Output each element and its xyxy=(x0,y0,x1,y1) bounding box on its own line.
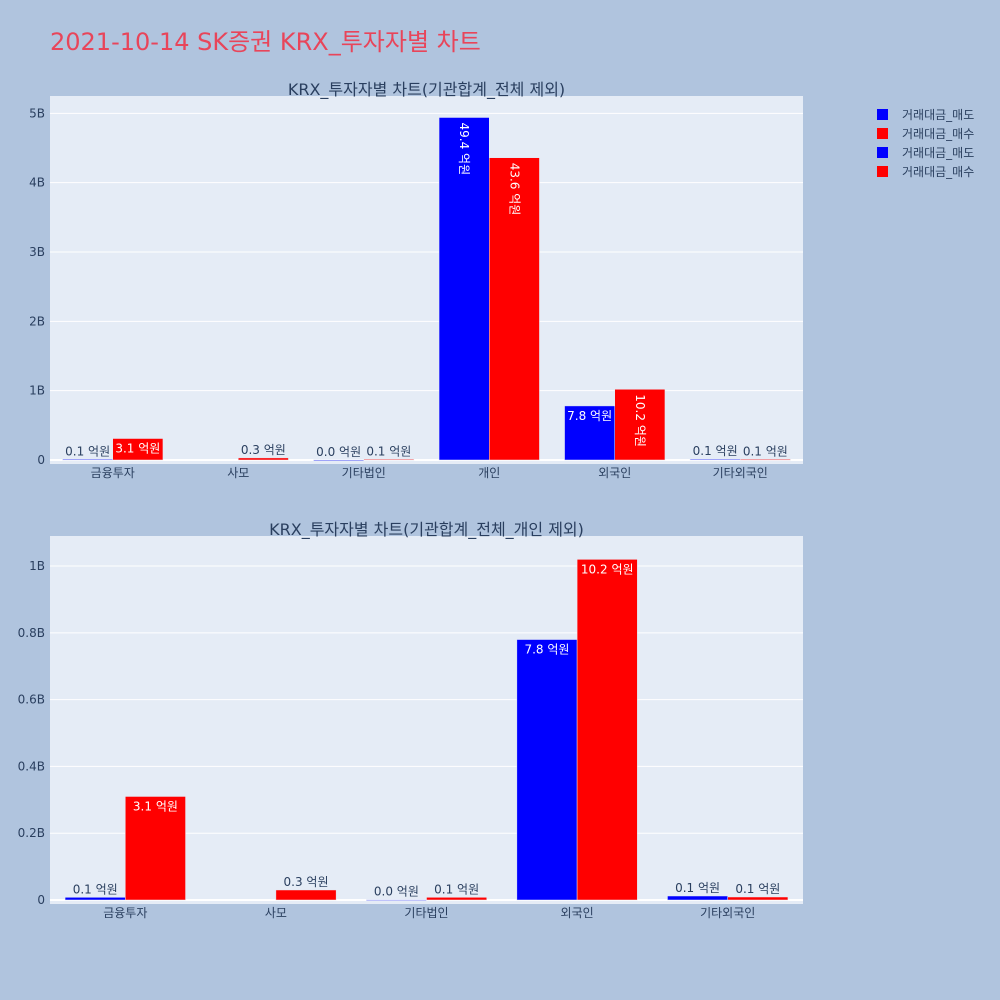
bar-sell xyxy=(366,899,427,901)
bar-label: 3.1 억원 xyxy=(133,799,178,813)
x-tick-label: 사모 xyxy=(265,906,287,920)
bar-label: 49.4 억원 xyxy=(457,122,471,175)
bar-label: 0.1 억원 xyxy=(743,444,788,458)
bar-label: 0.3 억원 xyxy=(241,443,286,457)
x-tick-label: 사모 xyxy=(227,466,249,480)
legend-item-label: 거래대금_매수 xyxy=(902,127,974,141)
bar-sell xyxy=(313,459,364,461)
chart-title: KRX_투자자별 차트(기관합계_전체 제외) xyxy=(288,80,565,100)
bar-label: 0.1 억원 xyxy=(434,882,479,896)
x-tick-label: 기타법인 xyxy=(342,466,386,480)
y-tick-label: 1B xyxy=(29,384,45,398)
chart-1: 0 1B 2B 3B 4B 5B KRX_투자자별 차트(기관합계_전체 제외) 금융투자 0.… xyxy=(29,80,803,480)
bar-sell xyxy=(516,639,578,901)
y-tick-label: 0.8B xyxy=(18,626,45,640)
x-tick-label: 외국인 xyxy=(561,906,594,920)
y-tick-label: 0 xyxy=(37,453,45,467)
bar-label: 43.6 억원 xyxy=(507,163,521,216)
bar-sell xyxy=(64,897,126,901)
y-tick-label: 0.2B xyxy=(18,826,45,840)
bar-buy xyxy=(740,459,791,461)
bar-buy xyxy=(426,897,487,901)
legend-swatch xyxy=(877,147,888,158)
bar-sell xyxy=(689,458,741,461)
bar-sell xyxy=(667,895,728,901)
bar-label: 0.1 억원 xyxy=(73,882,118,896)
bar-buy xyxy=(238,457,289,461)
bar-label: 0.1 억원 xyxy=(65,444,110,458)
bar-buy xyxy=(125,796,186,901)
bar-buy xyxy=(275,889,337,901)
bar-buy xyxy=(489,157,540,461)
bar-label: 3.1 억원 xyxy=(115,442,160,456)
bar-label: 7.8 억원 xyxy=(567,409,612,423)
legend-item-label: 거래대금_매수 xyxy=(902,165,974,179)
x-tick-label: 금융투자 xyxy=(91,466,135,480)
x-tick-label: 금융투자 xyxy=(103,906,147,920)
legend-swatch xyxy=(877,166,888,177)
legend-item-label: 거래대금_매도 xyxy=(902,108,974,122)
bar-label: 0.1 억원 xyxy=(693,444,738,458)
chart-main-title: 2021-10-14 SK증권 KRX_투자자별 차트 xyxy=(50,28,481,56)
legend-item-label: 거래대금_매도 xyxy=(902,146,974,160)
bar-buy xyxy=(614,389,666,461)
x-tick-label: 기타법인 xyxy=(404,906,448,920)
bar-buy xyxy=(576,559,638,901)
bar-label: 7.8 억원 xyxy=(524,643,569,657)
y-tick-label: 0 xyxy=(37,893,45,907)
x-tick-label: 기타외국인 xyxy=(713,466,768,480)
x-tick-label: 외국인 xyxy=(598,466,631,480)
bar-label: 10.2 억원 xyxy=(581,562,634,576)
bar-label: 0.3 억원 xyxy=(284,875,329,889)
bar-sell xyxy=(564,405,615,461)
y-tick-label: 0.4B xyxy=(18,759,45,773)
legend-swatch xyxy=(877,128,888,139)
bar-buy xyxy=(363,459,415,461)
bar-buy xyxy=(112,438,164,461)
x-tick-label: 기타외국인 xyxy=(700,906,755,920)
y-tick-label: 0.6B xyxy=(18,693,45,707)
charts-container: 0 1B 2B 3B 4B 5B KRX_투자자별 차트(기관합계_전체 제외) 금융투자 0.… xyxy=(18,80,803,920)
x-tick-label: 개인 xyxy=(478,466,500,480)
bar-label: 0.0 억원 xyxy=(316,445,361,459)
chart-title: KRX_투자자별 차트(기관합계_전체_개인 제외) xyxy=(269,520,584,540)
bar-label: 0.1 억원 xyxy=(366,444,411,458)
y-tick-label: 3B xyxy=(29,245,45,259)
bar-label: 0.1 억원 xyxy=(675,881,720,895)
bar-label: 10.2 억원 xyxy=(633,394,647,447)
bar-label: 0.0 억원 xyxy=(374,885,419,899)
y-tick-label: 4B xyxy=(29,176,45,190)
bar-label: 0.1 억원 xyxy=(735,882,780,896)
legend-swatch xyxy=(877,109,888,120)
y-tick-label: 5B xyxy=(29,106,45,120)
bar-buy xyxy=(727,896,789,901)
y-tick-label: 1B xyxy=(29,559,45,573)
y-tick-label: 2B xyxy=(29,314,45,328)
chart-2: 0 0.2B 0.4B 0.6B 0.8B 1B KRX_투자자별 차트(기관합계_전체_개… xyxy=(18,520,803,920)
plot-area xyxy=(50,96,803,464)
bar-sell xyxy=(62,459,113,461)
